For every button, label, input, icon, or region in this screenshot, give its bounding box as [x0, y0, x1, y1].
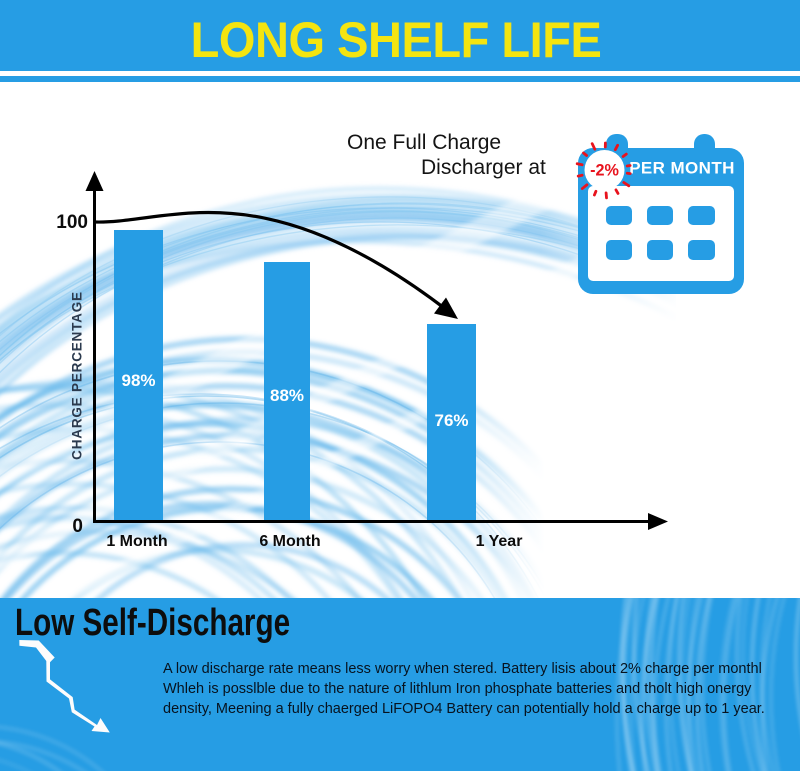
svg-text:PER MONTH: PER MONTH [629, 159, 735, 178]
svg-text:-2%: -2% [590, 162, 619, 180]
